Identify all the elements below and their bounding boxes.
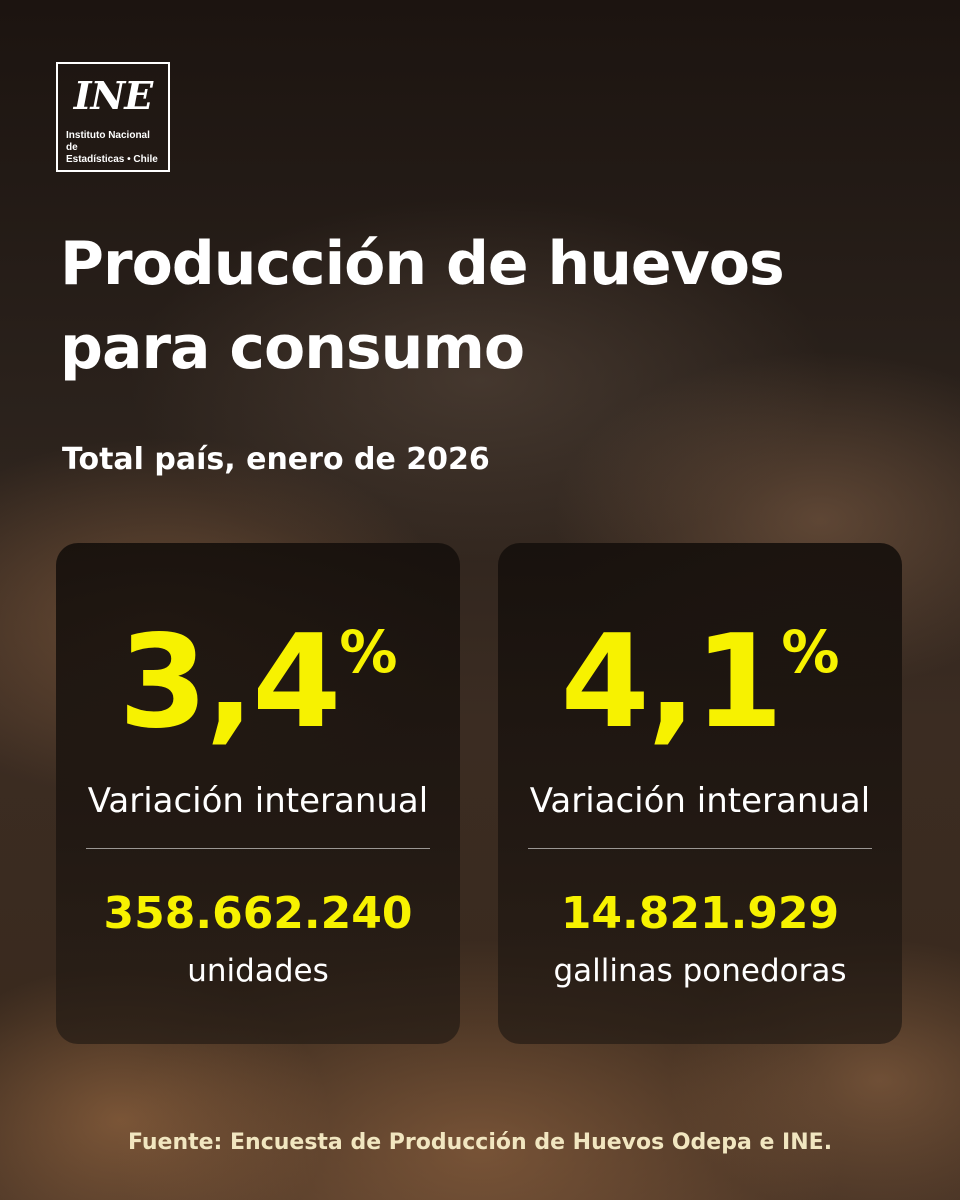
stat-variation: 4,1% — [498, 613, 902, 753]
card-divider — [528, 848, 872, 849]
stat-variation: 3,4% — [56, 613, 460, 753]
page-title-line-2: para consumo — [60, 313, 525, 383]
stat-count-unit: unidades — [187, 953, 329, 989]
stat-card-hens: 4,1% Variación interanual 14.821.929 gal… — [498, 543, 902, 1044]
logo-subtitle-line-2: Estadísticas • Chile — [66, 154, 158, 165]
stat-count-value: 358.662.240 — [103, 888, 413, 939]
stat-variation-value: 3,4 — [118, 608, 342, 757]
ine-logo: INE Instituto Nacional de Estadísticas •… — [56, 62, 170, 172]
stat-count-unit: gallinas ponedoras — [553, 953, 847, 989]
stat-count-value: 14.821.929 — [560, 888, 840, 939]
page-title-line-1: Producción de huevos — [60, 229, 785, 299]
stat-variation-label: Variación interanual — [87, 781, 429, 821]
stat-variation-value: 4,1 — [560, 608, 784, 757]
logo-subtitle-line-1: Instituto Nacional de — [66, 130, 150, 153]
percent-sign: % — [339, 618, 398, 686]
source-note: Fuente: Encuesta de Producción de Huevos… — [127, 1130, 833, 1155]
page-subtitle: Total país, enero de 2026 — [62, 442, 490, 477]
logo-mark: INE — [73, 73, 153, 118]
stat-card-production: 3,4% Variación interanual 358.662.240 un… — [56, 543, 460, 1044]
card-divider — [86, 848, 430, 849]
logo-subtitle: Instituto Nacional de Estadísticas • Chi… — [66, 130, 164, 166]
page-title: Producción de huevos para consumo — [60, 222, 920, 390]
percent-sign: % — [781, 618, 840, 686]
stat-variation-label: Variación interanual — [529, 781, 871, 821]
